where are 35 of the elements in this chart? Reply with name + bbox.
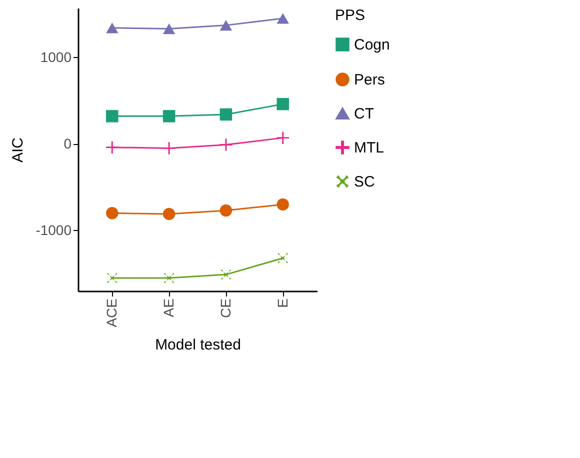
x-axis-title: Model tested [155, 336, 241, 354]
point [276, 13, 289, 24]
point [276, 98, 289, 110]
point [220, 20, 232, 31]
point [162, 110, 176, 122]
y-tick-label: 0 [64, 135, 72, 152]
point [106, 22, 118, 34]
legend-label: Cogn [354, 36, 390, 54]
point [276, 132, 289, 144]
point [106, 207, 118, 220]
legend-label: Pers [354, 72, 385, 88]
legend-title: PPS [335, 7, 366, 24]
y-tick-label: -1000 [36, 222, 72, 238]
point [220, 204, 232, 217]
point [162, 142, 176, 154]
point [162, 23, 176, 34]
y-tick-label: 1000 [40, 48, 72, 65]
x-tick-label: E [274, 298, 290, 308]
point [162, 208, 176, 220]
point [276, 198, 289, 211]
point [106, 272, 118, 284]
legend-label: CT [354, 106, 374, 122]
point [278, 252, 288, 264]
point [106, 141, 118, 154]
x-tick-label: ACE [104, 298, 120, 328]
point [164, 272, 174, 284]
x-tick-label: CE [217, 298, 234, 318]
point [220, 269, 232, 280]
y-axis-title: AIC [10, 137, 27, 163]
legend-label: MTL [354, 140, 384, 156]
point [220, 108, 232, 121]
point [220, 138, 232, 151]
x-tick-label: AE [160, 298, 177, 318]
point [106, 110, 118, 122]
legend-label: SC [354, 174, 376, 190]
